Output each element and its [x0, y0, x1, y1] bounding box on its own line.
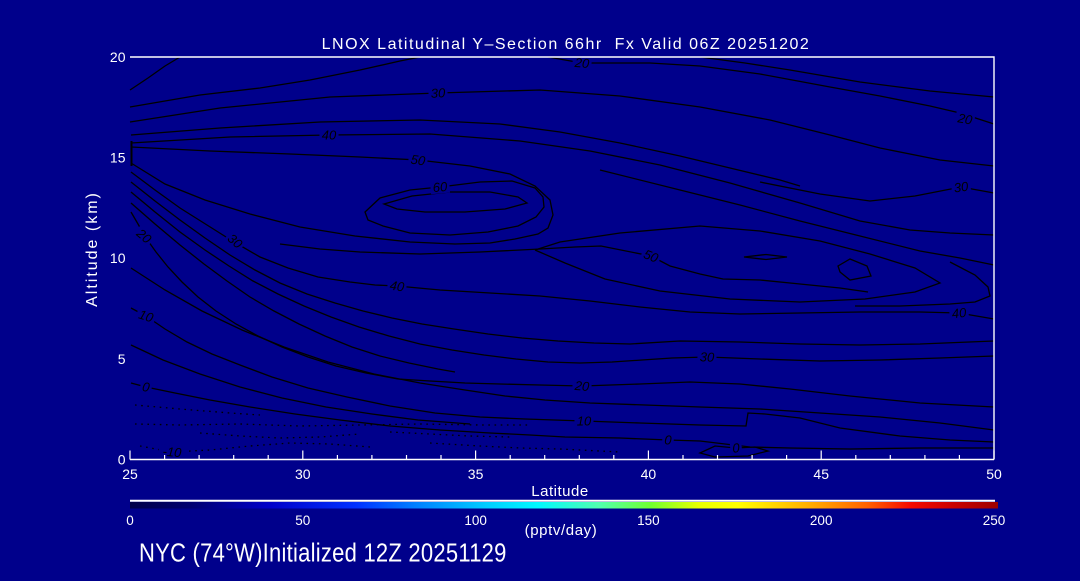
svg-text:45: 45 [813, 466, 829, 482]
svg-text:40: 40 [951, 305, 968, 322]
svg-text:50: 50 [986, 466, 1002, 482]
svg-text:250: 250 [983, 513, 1006, 528]
svg-text:30: 30 [700, 349, 716, 365]
svg-text:20: 20 [573, 378, 590, 394]
svg-text:0: 0 [732, 440, 741, 456]
svg-text:100: 100 [464, 513, 487, 528]
svg-text:35: 35 [468, 466, 484, 482]
svg-text:20: 20 [110, 49, 126, 65]
svg-text:0: 0 [141, 379, 151, 395]
svg-text:50: 50 [641, 246, 661, 266]
svg-text:10: 10 [137, 307, 156, 326]
svg-text:40: 40 [641, 466, 657, 482]
svg-text:(pptv/day): (pptv/day) [525, 522, 598, 539]
svg-text:-10: -10 [162, 444, 183, 461]
svg-text:40: 40 [389, 278, 406, 295]
svg-text:50: 50 [295, 513, 310, 528]
svg-text:40: 40 [322, 128, 337, 143]
svg-text:Altitude (km): Altitude (km) [84, 191, 101, 307]
svg-text:0: 0 [126, 513, 134, 528]
svg-text:30: 30 [295, 466, 311, 482]
svg-text:Latitude: Latitude [531, 483, 588, 500]
svg-text:150: 150 [637, 513, 660, 528]
svg-text:30: 30 [430, 85, 446, 101]
svg-text:10: 10 [577, 414, 592, 429]
svg-text:0: 0 [664, 432, 673, 447]
svg-text:50: 50 [410, 152, 427, 169]
svg-text:10: 10 [110, 250, 126, 266]
svg-text:20: 20 [573, 55, 590, 71]
svg-text:NYC (74°W)Initialized 12Z 2025: NYC (74°W)Initialized 12Z 20251129 [139, 539, 507, 568]
svg-text:200: 200 [810, 513, 833, 528]
svg-text:5: 5 [118, 351, 126, 367]
svg-text:60: 60 [432, 179, 448, 195]
svg-text:0: 0 [118, 452, 126, 468]
svg-text:20: 20 [956, 110, 975, 128]
svg-text:LNOX Latitudinal Y–Section 66h: LNOX Latitudinal Y–Section 66hr Fx Valid… [322, 36, 811, 53]
svg-text:25: 25 [122, 466, 138, 482]
svg-text:30: 30 [953, 178, 970, 195]
svg-text:15: 15 [110, 150, 126, 166]
